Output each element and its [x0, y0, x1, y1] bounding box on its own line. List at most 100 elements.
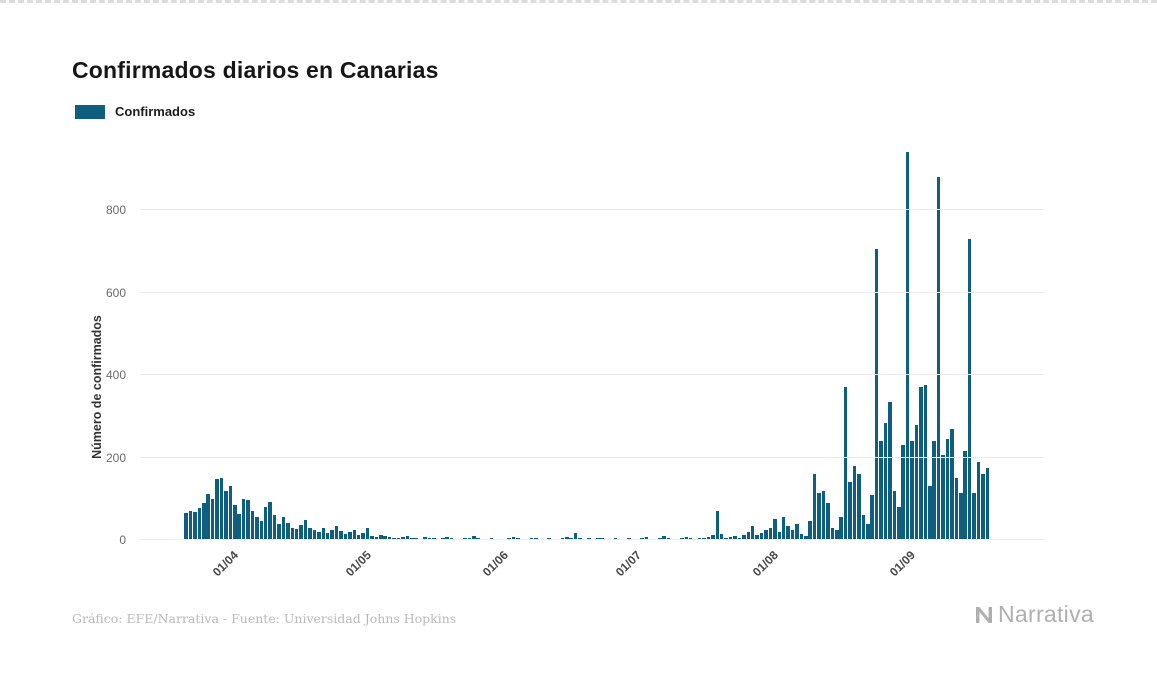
bar-06/04[interactable] [250, 511, 255, 540]
bar-05/05[interactable] [379, 535, 383, 540]
bar-25/05[interactable] [467, 537, 472, 540]
bar-30/08[interactable] [897, 507, 901, 540]
bar-07/05[interactable] [387, 537, 392, 540]
bar-13/05[interactable] [414, 537, 418, 540]
bar-09/04[interactable] [263, 507, 268, 540]
bar-24/08[interactable] [870, 494, 874, 540]
bar-03/05[interactable] [370, 535, 374, 540]
bar-08/06[interactable] [529, 537, 534, 540]
bar-02/08[interactable] [773, 519, 777, 540]
bar-15/06[interactable] [560, 537, 565, 540]
bar-17/09[interactable] [976, 461, 981, 540]
bar-20/04[interactable] [312, 529, 317, 540]
bar-25/08[interactable] [874, 249, 879, 540]
bar-30/04[interactable] [356, 535, 361, 540]
bar-22/07[interactable] [724, 537, 728, 540]
bar-13/04[interactable] [281, 517, 286, 540]
bar-18/08[interactable] [843, 387, 848, 540]
bar-28/08[interactable] [888, 401, 892, 540]
bar-03/04[interactable] [237, 514, 241, 540]
narrativa-logo[interactable]: Narrativa [973, 601, 1094, 628]
bar-26/05[interactable] [472, 536, 476, 540]
bar-28/07[interactable] [750, 525, 755, 540]
bar-01/05[interactable] [361, 532, 365, 540]
bar-08/09[interactable] [936, 177, 941, 540]
bar-17/08[interactable] [839, 517, 843, 540]
bar-15/08[interactable] [830, 527, 835, 540]
bar-16/07[interactable] [697, 537, 702, 540]
bar-21/04[interactable] [317, 531, 321, 540]
bar-23/08[interactable] [866, 523, 870, 540]
bar-14/09[interactable] [963, 451, 967, 540]
bar-11/05[interactable] [405, 535, 410, 540]
bar-19/09[interactable] [985, 467, 990, 540]
bar-13/07[interactable] [684, 536, 689, 540]
bar-18/04[interactable] [303, 520, 308, 540]
bar-09/07[interactable] [666, 537, 671, 540]
bar-04/05[interactable] [374, 536, 379, 540]
bar-21/08[interactable] [857, 474, 861, 540]
bar-15/04[interactable] [290, 527, 295, 540]
bar-01/04[interactable] [228, 486, 233, 540]
bar-29/08[interactable] [892, 490, 897, 540]
bar-29/07[interactable] [755, 535, 759, 540]
bar-22/08[interactable] [861, 515, 866, 540]
bar-04/09[interactable] [919, 387, 923, 540]
bar-14/04[interactable] [286, 522, 290, 540]
bar-08/08[interactable] [799, 533, 804, 540]
bar-27/06[interactable] [613, 537, 618, 540]
bar-25/03[interactable] [197, 507, 202, 540]
bar-15/05[interactable] [423, 536, 427, 540]
bar-03/09[interactable] [914, 424, 919, 540]
bar-10/09[interactable] [945, 439, 950, 540]
bar-15/09[interactable] [967, 239, 972, 540]
bar-16/05[interactable] [427, 537, 432, 540]
bar-24/03[interactable] [193, 512, 197, 540]
bar-08/05[interactable] [392, 537, 396, 540]
bar-29/03[interactable] [215, 478, 219, 540]
bar-12/07[interactable] [680, 537, 684, 540]
bar-04/08[interactable] [781, 517, 786, 540]
bar-20/07[interactable] [715, 511, 720, 540]
bar-04/06[interactable] [511, 536, 516, 540]
bar-26/08[interactable] [879, 441, 883, 540]
bar-23/04[interactable] [325, 532, 330, 540]
bar-12/04[interactable] [277, 524, 281, 540]
bar-12/08[interactable] [817, 492, 821, 540]
bar-03/06[interactable] [507, 537, 511, 540]
bar-23/03[interactable] [188, 511, 193, 540]
bar-27/04[interactable] [343, 533, 348, 540]
bar-31/07[interactable] [764, 529, 768, 540]
bar-31/08[interactable] [901, 445, 905, 540]
bar-11/08[interactable] [812, 474, 817, 540]
bar-11/04[interactable] [272, 515, 277, 540]
bar-31/03[interactable] [224, 490, 228, 540]
bar-03/07[interactable] [640, 537, 644, 540]
bar-12/09[interactable] [954, 478, 959, 540]
bar-20/08[interactable] [852, 465, 857, 540]
bar-26/03[interactable] [201, 502, 206, 540]
bar-17/04[interactable] [299, 525, 303, 540]
bar-20/05[interactable] [445, 537, 449, 540]
bar-13/08[interactable] [821, 490, 826, 540]
bar-04/04[interactable] [241, 498, 246, 540]
bar-18/09[interactable] [981, 474, 985, 540]
bar-21/07[interactable] [719, 533, 724, 540]
bar-10/08[interactable] [808, 521, 813, 540]
bar-16/06[interactable] [565, 536, 569, 540]
bar-27/07[interactable] [746, 531, 751, 540]
bar-29/04[interactable] [352, 529, 357, 540]
bar-02/09[interactable] [910, 441, 914, 540]
bar-30/03[interactable] [219, 478, 224, 540]
bar-09/08[interactable] [804, 535, 808, 540]
bar-06/05[interactable] [383, 536, 388, 540]
bar-26/07[interactable] [742, 535, 746, 540]
bar-19/08[interactable] [848, 482, 852, 540]
bar-02/05[interactable] [365, 527, 370, 540]
bar-01/08[interactable] [768, 527, 773, 540]
bar-24/06[interactable] [600, 537, 604, 540]
bar-27/03[interactable] [206, 493, 210, 540]
bar-27/05[interactable] [476, 537, 480, 540]
bar-16/08[interactable] [835, 529, 839, 540]
bar-13/09[interactable] [959, 492, 963, 540]
